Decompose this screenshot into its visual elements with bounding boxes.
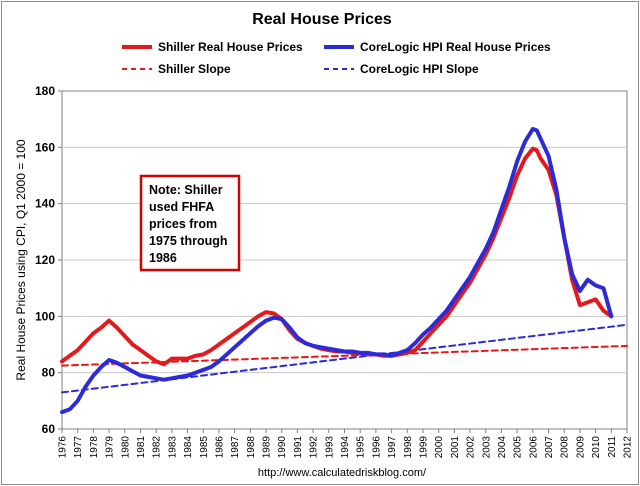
x-tick-label: 2001 — [450, 436, 461, 459]
legend-label-shiller-slope: Shiller Slope — [158, 62, 231, 76]
annotation-line-5: 1986 — [149, 251, 177, 265]
x-tick-label: 2005 — [513, 436, 524, 459]
annotation-border — [139, 174, 241, 272]
x-tick-label: 1998 — [403, 436, 414, 459]
x-tick-label: 1992 — [309, 436, 320, 459]
x-tick-label: 2012 — [623, 436, 634, 459]
x-tick-label: 2004 — [497, 436, 508, 459]
x-tick-label: 2002 — [466, 436, 477, 459]
x-tick-label: 1993 — [324, 436, 335, 459]
x-axis-ticks: 1976 1977 1978 1979 1980 1981 1982 1983 1984 1985… — [58, 429, 634, 458]
x-tick-label: 1996 — [371, 436, 382, 459]
y-tick-label: 120 — [35, 253, 55, 267]
annotation-line-3: prices from — [149, 217, 217, 231]
x-tick-label: 1987 — [230, 436, 241, 459]
x-tick-label: 1999 — [418, 436, 429, 459]
annotation-line-1: Note: Shiller — [149, 183, 223, 197]
x-tick-label: 1988 — [246, 436, 257, 459]
x-tick-label: 1995 — [356, 436, 367, 459]
x-tick-label: 2000 — [434, 436, 445, 459]
x-tick-label: 1980 — [120, 436, 131, 459]
y-tick-label: 100 — [35, 309, 55, 323]
x-tick-label: 2006 — [528, 436, 539, 459]
x-tick-label: 1990 — [277, 436, 288, 459]
y-tick-label: 60 — [42, 422, 56, 436]
x-tick-label: 1976 — [58, 436, 69, 459]
annotation-box: Note: Shiller used FHFA prices from 1975… — [139, 174, 241, 272]
y-axis-label: Real House Prices using CPI, Q1 2000 = 1… — [14, 139, 28, 380]
legend: Shiller Real House Prices CoreLogic HPI … — [122, 40, 551, 76]
source-url: http://www.calculatedriskblog.com/ — [258, 467, 427, 479]
y-tick-label: 160 — [35, 140, 55, 154]
x-tick-label: 1986 — [214, 436, 225, 459]
x-tick-label: 1997 — [387, 436, 398, 459]
series-line-corelogic-hpi-slope — [61, 323, 628, 394]
x-tick-label: 1977 — [73, 436, 84, 459]
x-tick-label: 1984 — [183, 436, 194, 459]
x-tick-label: 2007 — [544, 436, 555, 459]
series-layer — [60, 127, 628, 415]
x-tick-label: 1978 — [89, 436, 100, 459]
x-tick-label: 2011 — [607, 436, 618, 458]
x-tick-label: 1991 — [293, 436, 304, 459]
x-tick-label: 2003 — [481, 436, 492, 459]
x-tick-label: 2010 — [591, 436, 602, 459]
x-tick-label: 1994 — [340, 436, 351, 459]
x-tick-label: 1981 — [136, 436, 147, 459]
x-tick-label: 1989 — [262, 436, 273, 459]
series-line-corelogic-hpi-real-house-prices — [60, 127, 614, 415]
legend-label-corelogic: CoreLogic HPI Real House Prices — [360, 40, 551, 54]
x-tick-label: 1983 — [167, 436, 178, 459]
x-tick-label: 1979 — [105, 436, 116, 459]
y-tick-label: 80 — [42, 366, 56, 380]
y-axis-ticks: 60 80 100 120 140 160 180 — [35, 84, 62, 436]
x-tick-label: 1982 — [152, 436, 163, 459]
x-tick-label: 2009 — [575, 436, 586, 459]
annotation-line-2: used FHFA — [149, 200, 214, 214]
y-tick-label: 140 — [35, 197, 55, 211]
x-tick-label: 2008 — [560, 436, 571, 459]
x-tick-label: 1985 — [199, 436, 210, 459]
annotation-line-4: 1975 through — [149, 234, 228, 248]
legend-label-corelogic-slope: CoreLogic HPI Slope — [360, 62, 479, 76]
y-tick-label: 180 — [35, 84, 55, 98]
legend-label-shiller: Shiller Real House Prices — [158, 40, 303, 54]
chart-title: Real House Prices — [252, 11, 392, 28]
